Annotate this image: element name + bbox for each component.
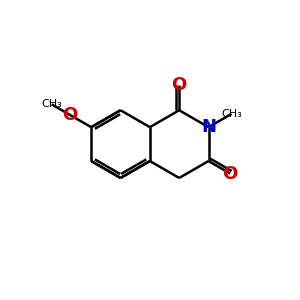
Text: methoxy: methoxy bbox=[0, 299, 1, 300]
Text: O: O bbox=[0, 299, 1, 300]
Text: CH₃: CH₃ bbox=[41, 99, 62, 110]
Text: O: O bbox=[62, 106, 77, 124]
Text: N: N bbox=[0, 299, 1, 300]
Text: CH₃: CH₃ bbox=[221, 109, 242, 119]
Text: O: O bbox=[223, 165, 238, 183]
Text: O: O bbox=[0, 299, 1, 300]
Text: O: O bbox=[0, 299, 1, 300]
Text: methyl: methyl bbox=[0, 299, 1, 300]
Text: O: O bbox=[172, 76, 187, 94]
Text: N: N bbox=[201, 118, 216, 136]
